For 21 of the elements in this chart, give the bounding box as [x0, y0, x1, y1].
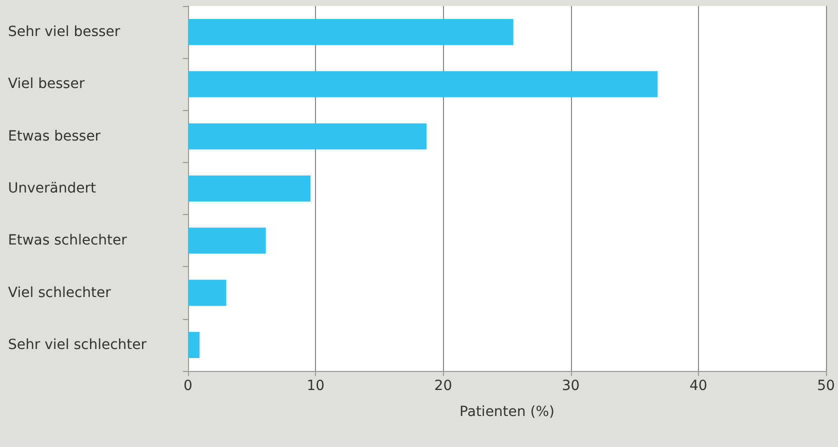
x-tick-label: 40: [689, 378, 708, 394]
y-tick-label: Unverändert: [8, 180, 96, 196]
bar: [188, 175, 310, 202]
bar: [188, 123, 427, 150]
x-axis-title: Patienten (%): [460, 404, 554, 420]
bar: [188, 280, 226, 306]
y-tick-label: Etwas schlechter: [8, 232, 128, 249]
y-tick-label: Etwas besser: [8, 128, 101, 144]
x-tick-label: 0: [184, 378, 192, 394]
x-tick-label: 50: [817, 378, 835, 394]
x-tick-label: 20: [434, 378, 452, 394]
y-tick-label: Viel besser: [8, 76, 85, 92]
x-tick-label: 10: [306, 378, 325, 394]
bar: [188, 228, 266, 254]
y-tick-label: Sehr viel schlechter: [8, 336, 147, 353]
bar: [188, 19, 514, 46]
bar: [188, 71, 658, 98]
y-tick-label: Sehr viel besser: [8, 24, 120, 40]
y-tick-label: Viel schlechter: [8, 284, 112, 301]
bar: [188, 332, 200, 358]
x-tick-label: 30: [562, 378, 580, 394]
